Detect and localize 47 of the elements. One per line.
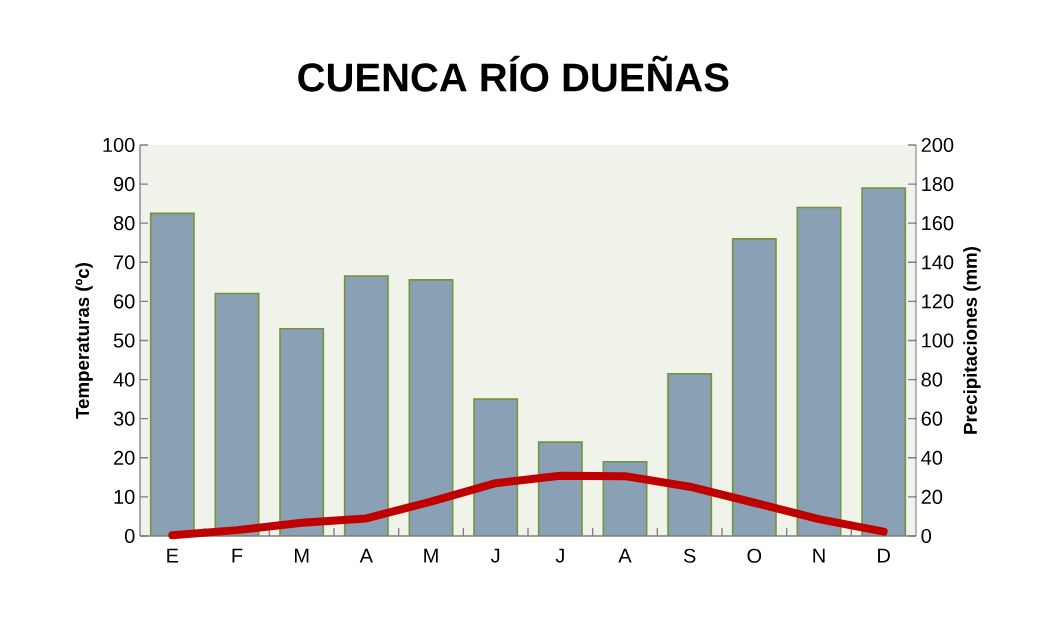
bar [861,187,907,536]
x-tick-label: M [294,548,309,563]
y2-tick-label: 80 [921,372,943,387]
bar [343,275,389,536]
y-tick-label: 80 [113,216,135,231]
y-tick-label: 10 [114,489,135,504]
y-tick-label: 60 [114,294,135,309]
bar [796,206,842,536]
bar [667,372,713,536]
y2-tick-label: 180 [922,177,954,192]
y-tick-label: 20 [114,450,135,465]
bar [731,238,777,536]
bar [149,212,195,536]
y2-tick-label: 200 [921,137,954,153]
y2-tick-label: 120 [922,294,954,309]
x-tick-label: J [555,548,564,563]
x-tick-label: J [490,548,500,563]
chart-title: CUENCA RÍO DUEÑAS [298,55,729,92]
y-tick-label: 30 [113,411,135,426]
x-tick-label: N [813,548,825,563]
x-tick-label: A [618,548,632,563]
y2-tick-label: 140 [922,255,954,270]
bar [279,327,325,536]
x-tick-label: S [683,548,696,563]
bar [214,292,260,536]
y-tick-label: 40 [113,372,135,387]
y-tick-label: 70 [114,255,135,270]
y2-tick-label: 0 [921,528,932,544]
y2-axis-title: Precipitaciones (mm) [963,247,981,434]
y-tick-label: 100 [103,137,135,153]
y-axis-title: Temperaturas (ºc) [75,263,93,419]
x-tick-label: A [359,548,373,563]
x-tick-label: F [232,548,243,563]
y2-tick-label: 60 [921,411,943,426]
y2-tick-label: 100 [922,333,954,348]
x-tick-label: O [747,548,762,563]
y-tick-label: 0 [124,528,135,544]
x-tick-label: M [424,548,438,563]
x-tick-label: D [878,548,890,563]
bar [473,398,519,536]
y2-tick-label: 160 [922,216,954,231]
y-tick-label: 90 [113,177,135,192]
y2-tick-label: 20 [921,489,943,504]
y-tick-label: 50 [113,333,135,348]
x-tick-label: E [167,548,179,563]
bar [408,279,454,536]
y2-tick-label: 40 [921,450,943,465]
